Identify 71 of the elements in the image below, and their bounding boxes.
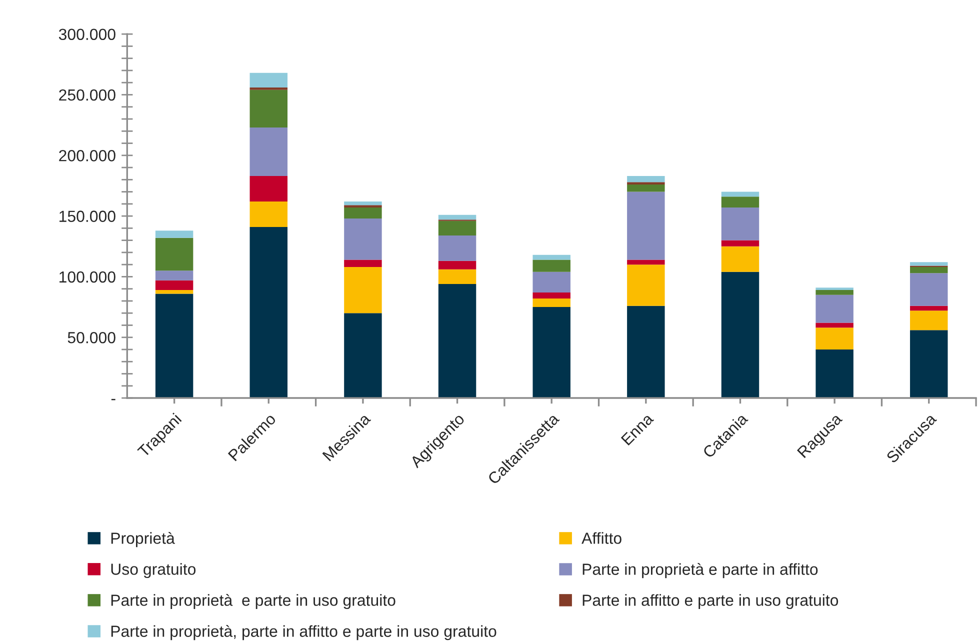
bar — [344, 218, 382, 260]
bar — [910, 330, 948, 398]
bar — [816, 290, 854, 295]
bar — [910, 306, 948, 311]
bar — [816, 328, 854, 350]
bar — [816, 322, 854, 328]
bar — [344, 260, 382, 267]
legend-label: Proprietà — [111, 532, 175, 548]
bar — [438, 269, 476, 284]
bar — [438, 260, 476, 270]
bar — [721, 208, 760, 240]
bar — [532, 307, 570, 398]
legend-label: Parte in affitto e parte in uso gratuito — [582, 594, 838, 610]
bar — [532, 254, 570, 260]
bar — [721, 246, 760, 272]
bar — [627, 260, 665, 265]
bar — [721, 192, 760, 197]
legend-label: Parte in proprietà e parte in uso gratuito — [111, 594, 396, 610]
bar — [155, 230, 194, 238]
bar — [155, 280, 194, 290]
bar — [438, 220, 476, 236]
bar — [250, 201, 288, 227]
bar — [250, 127, 288, 176]
bar — [627, 192, 665, 260]
y-tick-label: 50.000 — [68, 332, 116, 344]
bar — [438, 214, 476, 220]
bar — [532, 260, 570, 272]
legend-label: Parte in proprietà e parte in affitto — [582, 563, 818, 578]
bar — [344, 267, 382, 314]
bar — [721, 240, 760, 246]
bar — [910, 262, 948, 266]
legend-label: Uso gratuito — [111, 563, 196, 578]
bar — [532, 298, 570, 308]
bar — [910, 310, 948, 330]
bar — [910, 267, 948, 274]
bar — [250, 72, 288, 88]
bar — [250, 87, 288, 90]
bar — [155, 294, 194, 398]
y-tick-label: 200.000 — [59, 150, 116, 162]
bar — [344, 205, 382, 208]
y-tick-label: - — [111, 398, 116, 400]
bar — [155, 238, 194, 271]
bar — [721, 196, 760, 208]
bar — [816, 349, 854, 398]
bar — [627, 264, 665, 306]
bar — [627, 176, 665, 182]
bar — [816, 294, 854, 323]
bar — [627, 184, 665, 192]
bar — [250, 226, 288, 398]
bar — [344, 201, 382, 206]
y-tick-label: 100.000 — [60, 271, 116, 283]
bar — [344, 208, 382, 218]
bar — [344, 313, 382, 398]
bar — [910, 273, 948, 306]
bar — [438, 284, 476, 398]
bar — [816, 288, 854, 290]
bar — [250, 90, 288, 128]
bar — [532, 292, 570, 299]
y-tick-label: 250.000 — [59, 89, 116, 101]
bar — [627, 182, 665, 185]
legend-label: Affitto — [582, 532, 622, 544]
bar — [155, 290, 194, 294]
bar — [250, 176, 288, 202]
legend-label: Parte in proprietà, parte in affitto e parte in uso gratuito — [111, 625, 496, 640]
bar — [532, 272, 570, 292]
bar — [627, 306, 665, 398]
bar — [438, 235, 476, 261]
bar — [155, 270, 194, 280]
y-tick-label: 300.000 — [58, 28, 116, 40]
bar — [721, 272, 760, 398]
y-tick-label: 150.000 — [60, 210, 116, 222]
